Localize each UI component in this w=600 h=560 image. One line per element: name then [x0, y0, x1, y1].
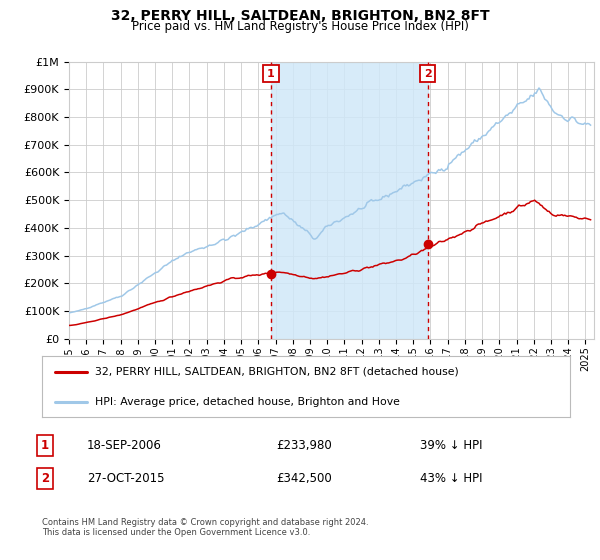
Text: £233,980: £233,980	[276, 438, 332, 452]
Text: Contains HM Land Registry data © Crown copyright and database right 2024.
This d: Contains HM Land Registry data © Crown c…	[42, 518, 368, 538]
Text: 2: 2	[41, 472, 49, 486]
Text: 39% ↓ HPI: 39% ↓ HPI	[420, 438, 482, 452]
Text: HPI: Average price, detached house, Brighton and Hove: HPI: Average price, detached house, Brig…	[95, 398, 400, 408]
Text: 32, PERRY HILL, SALTDEAN, BRIGHTON, BN2 8FT (detached house): 32, PERRY HILL, SALTDEAN, BRIGHTON, BN2 …	[95, 367, 458, 377]
Text: 32, PERRY HILL, SALTDEAN, BRIGHTON, BN2 8FT: 32, PERRY HILL, SALTDEAN, BRIGHTON, BN2 …	[110, 9, 490, 23]
Text: Price paid vs. HM Land Registry's House Price Index (HPI): Price paid vs. HM Land Registry's House …	[131, 20, 469, 33]
Text: 1: 1	[267, 68, 275, 78]
Text: 18-SEP-2006: 18-SEP-2006	[87, 438, 162, 452]
Text: 2: 2	[424, 68, 431, 78]
Bar	[271, 62, 428, 339]
Text: 27-OCT-2015: 27-OCT-2015	[87, 472, 164, 486]
Text: £342,500: £342,500	[276, 472, 332, 486]
Text: 1: 1	[41, 438, 49, 452]
Text: 43% ↓ HPI: 43% ↓ HPI	[420, 472, 482, 486]
